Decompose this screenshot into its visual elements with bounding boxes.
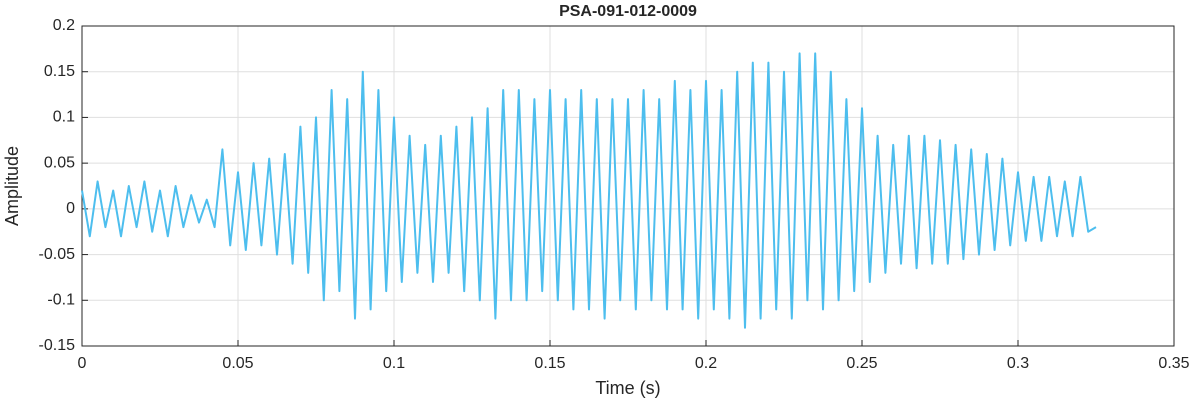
y-tick-label: -0.05 bbox=[39, 246, 76, 263]
x-tick-label: 0.25 bbox=[846, 355, 877, 372]
data-line bbox=[81, 52, 1097, 329]
y-tick-label: 0.15 bbox=[44, 63, 75, 80]
y-tick-label: 0 bbox=[66, 200, 75, 217]
y-axis-label: Amplitude bbox=[2, 146, 22, 226]
x-axis-label: Time (s) bbox=[595, 378, 660, 398]
x-tick-label: 0.15 bbox=[534, 355, 565, 372]
y-tick-label: -0.15 bbox=[39, 337, 76, 354]
x-tick-label: 0 bbox=[78, 355, 87, 372]
plot-frame bbox=[81, 25, 1175, 347]
x-tick-label: 0.05 bbox=[222, 355, 253, 372]
x-tick-label: 0.3 bbox=[1007, 355, 1029, 372]
y-tick-label: 0.05 bbox=[44, 154, 75, 171]
x-tick-label: 0.1 bbox=[383, 355, 405, 372]
x-tick-label: 0.35 bbox=[1158, 355, 1189, 372]
x-tick-label: 0.2 bbox=[695, 355, 717, 372]
y-tick-label: -0.1 bbox=[47, 292, 75, 309]
y-tick-label: 0.1 bbox=[53, 109, 75, 126]
y-tick-label: 0.2 bbox=[53, 17, 75, 34]
chart-title: PSA-091-012-0009 bbox=[559, 3, 697, 20]
